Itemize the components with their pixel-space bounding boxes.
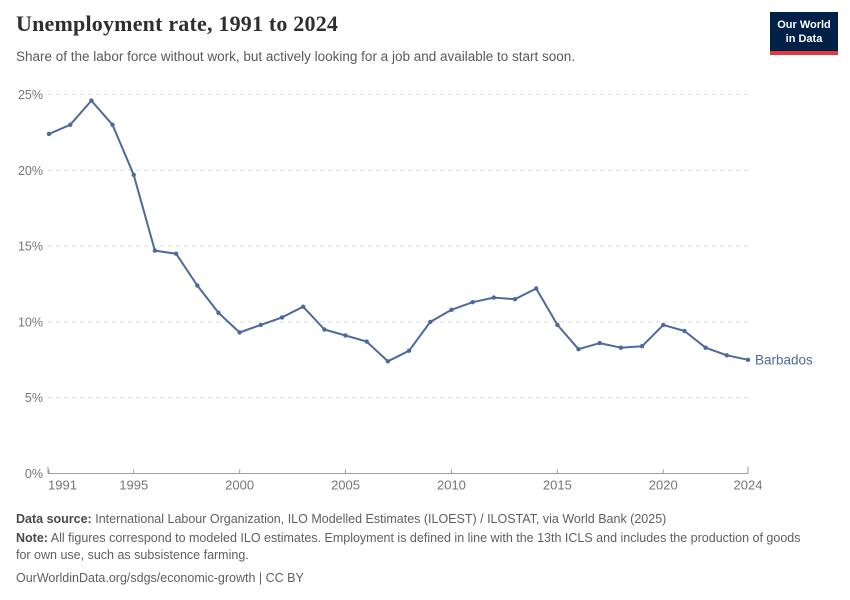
chart-subtitle: Share of the labor force without work, b… [16,49,576,64]
data-point-marker[interactable] [110,122,115,127]
data-point-marker[interactable] [385,359,391,364]
x-tick-label: 2024 [734,478,763,493]
owid-link[interactable]: OurWorldinData.org/sdgs/economic-growth … [16,571,304,585]
x-tick-label: 2000 [225,478,254,493]
data-point-marker[interactable] [512,297,518,302]
data-point-marker[interactable] [597,340,602,346]
data-point-marker[interactable] [428,319,433,325]
chart-canvas[interactable]: 0% 5% 10% 15% 20% 25% 1991 1995 2000 2005 2010 2015… [0,80,850,500]
y-tick-label: 10% [18,315,43,329]
data-point-marker[interactable] [682,328,687,334]
x-tick-label: 2015 [543,478,572,493]
data-source-text: International Labour Organization, ILO M… [95,512,667,526]
data-point-marker[interactable] [173,251,179,256]
data-point-marker[interactable] [661,322,666,328]
data-point-marker[interactable] [237,330,242,335]
data-point-marker[interactable] [301,304,306,309]
data-point-marker[interactable] [216,310,221,315]
y-tick-label: 5% [25,391,43,405]
data-point-marker[interactable] [279,315,285,320]
data-source-line: Data source: International Labour Organi… [16,511,810,528]
data-point-marker[interactable] [534,286,539,291]
data-point-marker[interactable] [576,347,581,352]
x-tick-label: 2020 [649,478,678,493]
data-point-marker[interactable] [449,307,454,312]
data-point-marker[interactable] [131,172,136,177]
page-title: Unemployment rate, 1991 to 2024 [16,11,339,36]
owid-logo[interactable]: Our World in Data [770,12,838,55]
y-tick-label: 0% [25,467,43,481]
data-point-marker[interactable] [491,295,496,300]
y-tick-label: 25% [18,88,43,102]
note-line: Note: All figures correspond to modeled … [16,530,810,564]
data-point-marker[interactable] [195,283,200,288]
data-point-marker[interactable] [152,248,158,253]
data-point-marker[interactable] [68,122,73,127]
data-point-marker[interactable] [406,348,412,353]
y-tick-label: 20% [18,164,43,178]
data-point-marker[interactable] [724,353,729,358]
chart-footer: Data source: International Labour Organi… [16,511,810,587]
note-text: All figures correspond to modeled ILO es… [16,531,801,562]
data-point-marker[interactable] [343,333,348,338]
x-tick-label: 2005 [331,478,360,493]
data-point-marker[interactable] [618,345,624,350]
note-label: Note: [16,531,48,545]
data-point-marker[interactable] [703,345,708,350]
y-tick-label: 15% [18,240,43,254]
data-point-marker[interactable] [745,357,751,362]
data-point-marker[interactable] [46,131,52,137]
data-point-marker[interactable] [322,327,327,332]
data-point-marker[interactable] [470,300,475,305]
data-point-marker[interactable] [364,339,369,344]
data-point-marker[interactable] [555,322,560,328]
x-tick-label: 2010 [437,478,466,493]
owid-logo-line1: Our World [777,19,831,31]
data-source-label: Data source: [16,512,92,526]
entity-label[interactable]: Barbados [755,352,813,367]
data-point-marker[interactable] [639,344,645,349]
owid-logo-line2: in Data [785,33,823,46]
x-tick-label: 1995 [119,478,148,493]
data-point-marker[interactable] [258,322,263,328]
x-tick-label: 1991 [48,478,77,493]
data-point-marker[interactable] [89,98,94,103]
series-line[interactable] [48,99,749,363]
